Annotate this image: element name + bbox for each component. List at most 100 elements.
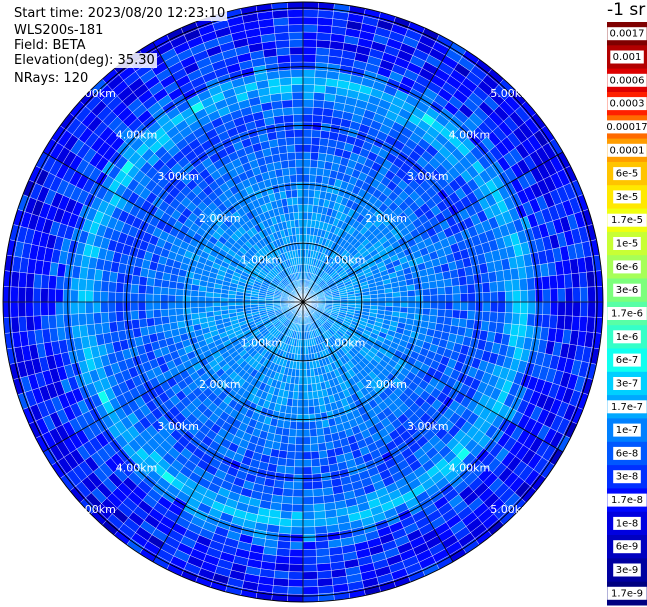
data-cell <box>33 273 43 289</box>
data-cell <box>302 129 313 138</box>
data-cell <box>281 167 290 177</box>
data-cell <box>32 301 42 317</box>
data-cell <box>459 284 468 294</box>
data-cell <box>302 526 316 535</box>
data-cell <box>496 312 506 324</box>
data-cell <box>315 62 329 71</box>
data-cell <box>313 503 326 512</box>
data-cell <box>205 306 214 313</box>
data-cell <box>429 287 438 296</box>
data-cell <box>420 275 430 284</box>
data-cell <box>220 305 229 311</box>
data-cell <box>315 54 330 64</box>
data-cell <box>572 287 581 303</box>
colorbar-segment <box>607 301 647 326</box>
data-cell <box>302 144 312 153</box>
data-cell <box>176 320 186 329</box>
data-cell <box>290 526 304 535</box>
data-cell <box>137 293 146 303</box>
data-cell <box>579 286 589 303</box>
data-cell <box>276 540 291 550</box>
data-cell <box>541 275 551 290</box>
data-cell <box>520 290 529 303</box>
data-cell <box>362 301 371 306</box>
data-cell <box>302 1 319 11</box>
data-cell <box>100 280 110 292</box>
data-cell <box>273 24 290 34</box>
data-cell <box>282 175 291 184</box>
data-cell <box>563 273 573 289</box>
data-cell <box>273 115 285 125</box>
data-cell <box>527 289 536 303</box>
data-cell <box>534 276 543 290</box>
data-cell <box>291 91 304 100</box>
data-cell <box>309 428 318 437</box>
data-cell <box>197 306 207 314</box>
data-cell <box>85 279 95 292</box>
data-cell <box>296 421 304 430</box>
data-cell <box>55 314 65 329</box>
data-cell <box>107 301 116 313</box>
data-cell <box>283 480 294 490</box>
data-cell <box>138 284 147 294</box>
colorbar-segment <box>607 371 647 396</box>
data-cell <box>77 290 86 303</box>
data-cell <box>313 398 320 407</box>
data-cell <box>70 313 80 327</box>
data-cell <box>428 280 438 289</box>
data-cell <box>273 577 289 587</box>
data-cell <box>362 298 371 303</box>
data-cell <box>430 294 439 303</box>
colorbar-label-bg <box>613 540 641 554</box>
data-cell <box>280 435 290 444</box>
data-cell <box>312 480 323 490</box>
data-cell <box>298 226 304 235</box>
data-cell <box>302 189 310 198</box>
data-cell <box>153 316 163 326</box>
data-cell <box>116 320 126 332</box>
data-cell <box>152 301 161 311</box>
data-cell <box>316 435 326 444</box>
data-cell <box>556 274 566 289</box>
data-cell <box>137 301 146 311</box>
data-cell <box>272 9 289 19</box>
data-cell <box>307 391 314 400</box>
data-cell <box>279 518 292 527</box>
colorbar-segment <box>607 45 647 70</box>
data-cell <box>305 361 311 370</box>
data-cell <box>289 174 297 183</box>
data-cell <box>17 301 27 318</box>
data-cell <box>429 308 438 317</box>
data-cell <box>131 319 141 330</box>
range-ring-label: 2.00km <box>199 378 241 391</box>
data-cell <box>550 301 559 316</box>
data-cell <box>115 282 125 293</box>
data-cell <box>287 16 304 26</box>
data-cell <box>407 307 416 314</box>
data-cell <box>302 136 312 145</box>
data-cell <box>322 107 334 117</box>
data-cell <box>92 301 101 314</box>
data-cell <box>48 314 58 329</box>
data-cell <box>586 316 596 333</box>
data-cell <box>100 291 109 303</box>
data-cell <box>168 287 177 296</box>
field-label: Field: BETA <box>12 38 88 53</box>
colorbar-segment <box>607 92 647 116</box>
data-cell <box>586 271 596 288</box>
data-cell <box>316 555 331 565</box>
data-cell <box>460 293 469 303</box>
data-cell <box>496 280 506 292</box>
data-cell <box>281 495 293 505</box>
data-cell <box>296 174 304 183</box>
data-cell <box>294 219 300 228</box>
data-cell <box>277 62 291 71</box>
colorbar-tick-label: 3e-8 <box>616 472 639 483</box>
colorbar-tick-label: 6e-7 <box>616 355 639 366</box>
data-cell <box>421 314 430 323</box>
data-cell <box>458 318 468 329</box>
data-cell <box>321 479 333 489</box>
data-cell <box>399 285 408 292</box>
colorbar-segment <box>607 535 647 559</box>
colorbar-segment <box>607 348 647 373</box>
